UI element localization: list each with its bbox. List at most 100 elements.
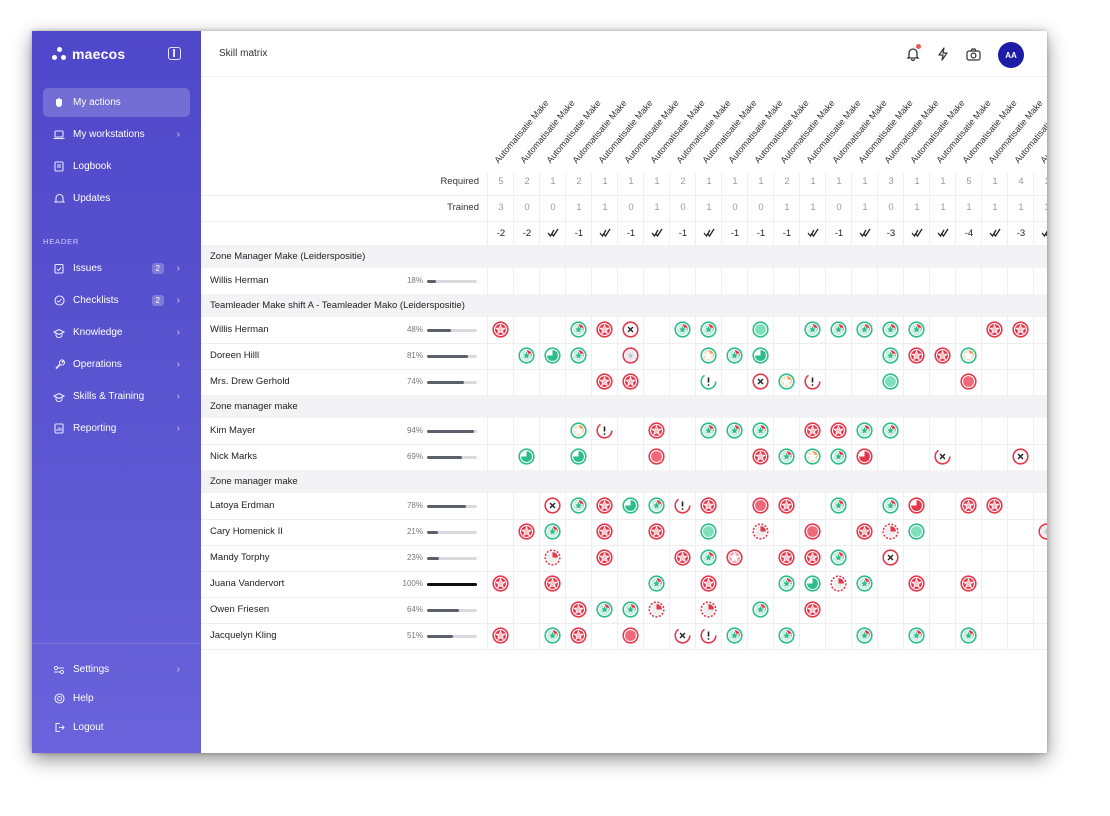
camera-icon[interactable] [964,45,982,63]
red-part-skill-icon[interactable] [856,448,873,465]
red-star-skill-icon[interactable] [596,549,613,566]
green-star-skill-icon[interactable] [622,601,639,618]
red-star-skill-icon[interactable] [518,523,535,540]
x-red-skill-icon[interactable] [752,373,769,390]
red-full-skill-icon[interactable] [960,373,977,390]
orange-star-skill-icon[interactable] [570,422,587,439]
sidebar-item-my-actions[interactable]: My actions [43,88,190,117]
orange-star-skill-icon[interactable] [700,347,717,364]
red-star-skill-icon[interactable] [492,627,509,644]
red-star-skill-icon[interactable] [804,601,821,618]
red-star-skill-icon[interactable] [700,575,717,592]
red-star-skill-icon[interactable] [622,373,639,390]
sidebar-item-settings[interactable]: Settings › [43,655,190,684]
red-star-skill-icon[interactable] [596,373,613,390]
x-red-skill-icon[interactable] [882,549,899,566]
red-star-skill-icon[interactable] [960,497,977,514]
green-star-skill-icon[interactable] [830,497,847,514]
red-star-skill-icon[interactable] [908,575,925,592]
green-star-skill-icon[interactable] [804,321,821,338]
sidebar-item-my-workstations[interactable]: My workstations › [43,120,190,149]
red-star-skill-icon[interactable] [778,497,795,514]
red-star-skill-icon[interactable] [674,549,691,566]
green-star-skill-icon[interactable] [856,321,873,338]
sidebar-item-issues[interactable]: Issues 2 › [43,254,190,283]
red-star-skill-icon[interactable] [596,321,613,338]
red-star-skill-icon[interactable] [934,347,951,364]
green-star-skill-icon[interactable] [830,321,847,338]
green-star-skill-icon[interactable] [700,549,717,566]
red-star-skill-icon[interactable] [596,497,613,514]
green-star-skill-icon[interactable] [856,422,873,439]
person-name[interactable]: Doreen Hilll [210,350,260,361]
person-name[interactable]: Cary Homenick II [210,526,283,537]
orange-star-skill-icon[interactable] [804,448,821,465]
red-star-skill-icon[interactable] [804,549,821,566]
dotted-star-skill-icon[interactable] [648,601,665,618]
green-star-skill-icon[interactable] [700,422,717,439]
green-part-skill-icon[interactable] [570,448,587,465]
sidebar-item-operations[interactable]: Operations › [43,350,190,379]
green-full-skill-icon[interactable] [752,321,769,338]
green-star-skill-icon[interactable] [700,321,717,338]
red-star-skill-icon[interactable] [778,549,795,566]
excl-red-skill-icon[interactable] [700,627,717,644]
green-star-skill-icon[interactable] [882,347,899,364]
sidebar-item-updates[interactable]: Updates [43,184,190,213]
person-name[interactable]: Mandy Torphy [210,552,270,563]
green-star-skill-icon[interactable] [778,627,795,644]
red-star-skill-icon[interactable] [752,448,769,465]
excl-red-skill-icon[interactable] [804,373,821,390]
green-star-skill-icon[interactable] [544,627,561,644]
dotted-star-skill-icon[interactable] [882,523,899,540]
notifications-bell-icon[interactable] [904,44,922,63]
red-star-skill-icon[interactable] [830,422,847,439]
orange-star-skill-icon[interactable] [960,347,977,364]
green-star-skill-icon[interactable] [908,321,925,338]
sidebar-item-checklists[interactable]: Checklists 2 › [43,286,190,315]
green-star-skill-icon[interactable] [778,448,795,465]
red-star-skill-icon[interactable] [986,321,1003,338]
lightning-icon[interactable] [934,45,952,63]
green-star-skill-icon[interactable] [570,347,587,364]
sidebar-item-skills-training[interactable]: Skills & Training › [43,382,190,411]
person-name[interactable]: Juana Vandervort [210,578,285,589]
red-star-skill-icon[interactable] [700,497,717,514]
red-star-skill-icon[interactable] [804,422,821,439]
green-star-skill-icon[interactable] [830,448,847,465]
person-name[interactable]: Kim Mayer [210,425,256,436]
red-star-skill-icon[interactable] [908,347,925,364]
green-star-skill-icon[interactable] [882,422,899,439]
green-star-skill-icon[interactable] [752,601,769,618]
x-red-skill-icon[interactable] [544,497,561,514]
x-red-skill-icon[interactable] [1012,448,1029,465]
excl-red-skill-icon[interactable] [596,422,613,439]
green-star-skill-icon[interactable] [726,627,743,644]
green-star-skill-icon[interactable] [648,575,665,592]
person-name[interactable]: Latoya Erdman [210,500,275,511]
red-star-skill-icon[interactable] [596,523,613,540]
red-star-skill-icon[interactable] [856,523,873,540]
green-star-skill-icon[interactable] [674,321,691,338]
green-star-skill-icon[interactable] [726,347,743,364]
sidebar-item-logout[interactable]: Logout [43,713,190,742]
green-star-skill-icon[interactable] [596,601,613,618]
red-star-skill-icon[interactable] [648,422,665,439]
green-part-skill-icon[interactable] [622,497,639,514]
green-part-skill-icon[interactable] [804,575,821,592]
red-full-skill-icon[interactable] [752,497,769,514]
red-star-skill-icon[interactable] [492,321,509,338]
green-star-skill-icon[interactable] [726,422,743,439]
person-name[interactable]: Jacquelyn Kling [210,630,277,641]
red-star-skill-icon[interactable] [544,575,561,592]
person-name[interactable]: Mrs. Drew Gerhold [210,376,290,387]
green-star-skill-icon[interactable] [778,575,795,592]
person-name[interactable]: Willis Herman [210,324,269,335]
dotted-star-skill-icon[interactable] [544,549,561,566]
dotted-star-skill-icon[interactable] [700,601,717,618]
green-star-skill-icon[interactable] [856,627,873,644]
green-star-skill-icon[interactable] [544,523,561,540]
red-full-skill-icon[interactable] [804,523,821,540]
red-star-skill-icon[interactable] [648,523,665,540]
person-name[interactable]: Owen Friesen [210,604,270,615]
